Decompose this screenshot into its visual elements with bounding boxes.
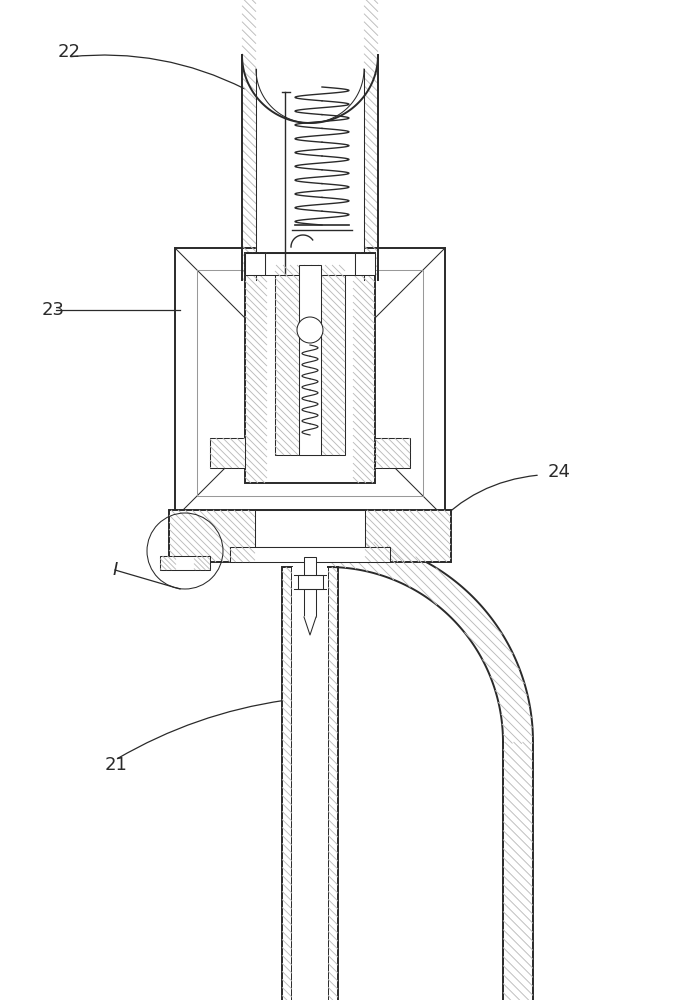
Text: 23: 23 <box>42 301 65 319</box>
Bar <box>282 567 292 1000</box>
Bar <box>175 248 445 518</box>
Bar <box>210 438 245 468</box>
Polygon shape <box>256 69 364 123</box>
Bar <box>169 510 451 562</box>
Bar <box>328 567 338 1000</box>
Bar <box>255 510 365 547</box>
Bar <box>197 270 423 496</box>
Bar <box>298 575 323 589</box>
Bar <box>245 253 265 275</box>
Text: 22: 22 <box>58 43 81 61</box>
Bar <box>242 0 256 280</box>
Text: 24: 24 <box>548 463 571 481</box>
Polygon shape <box>256 69 364 280</box>
Bar <box>299 265 321 455</box>
Bar <box>375 438 410 468</box>
Bar <box>275 265 345 455</box>
Polygon shape <box>304 617 316 635</box>
Bar <box>230 547 390 562</box>
Text: 21: 21 <box>105 756 128 774</box>
Bar <box>160 556 210 570</box>
Bar <box>245 253 375 483</box>
Bar <box>265 253 355 275</box>
Bar <box>292 567 328 1000</box>
Bar <box>355 253 375 275</box>
Text: I: I <box>113 561 118 579</box>
Circle shape <box>297 317 323 343</box>
Bar <box>304 557 316 617</box>
